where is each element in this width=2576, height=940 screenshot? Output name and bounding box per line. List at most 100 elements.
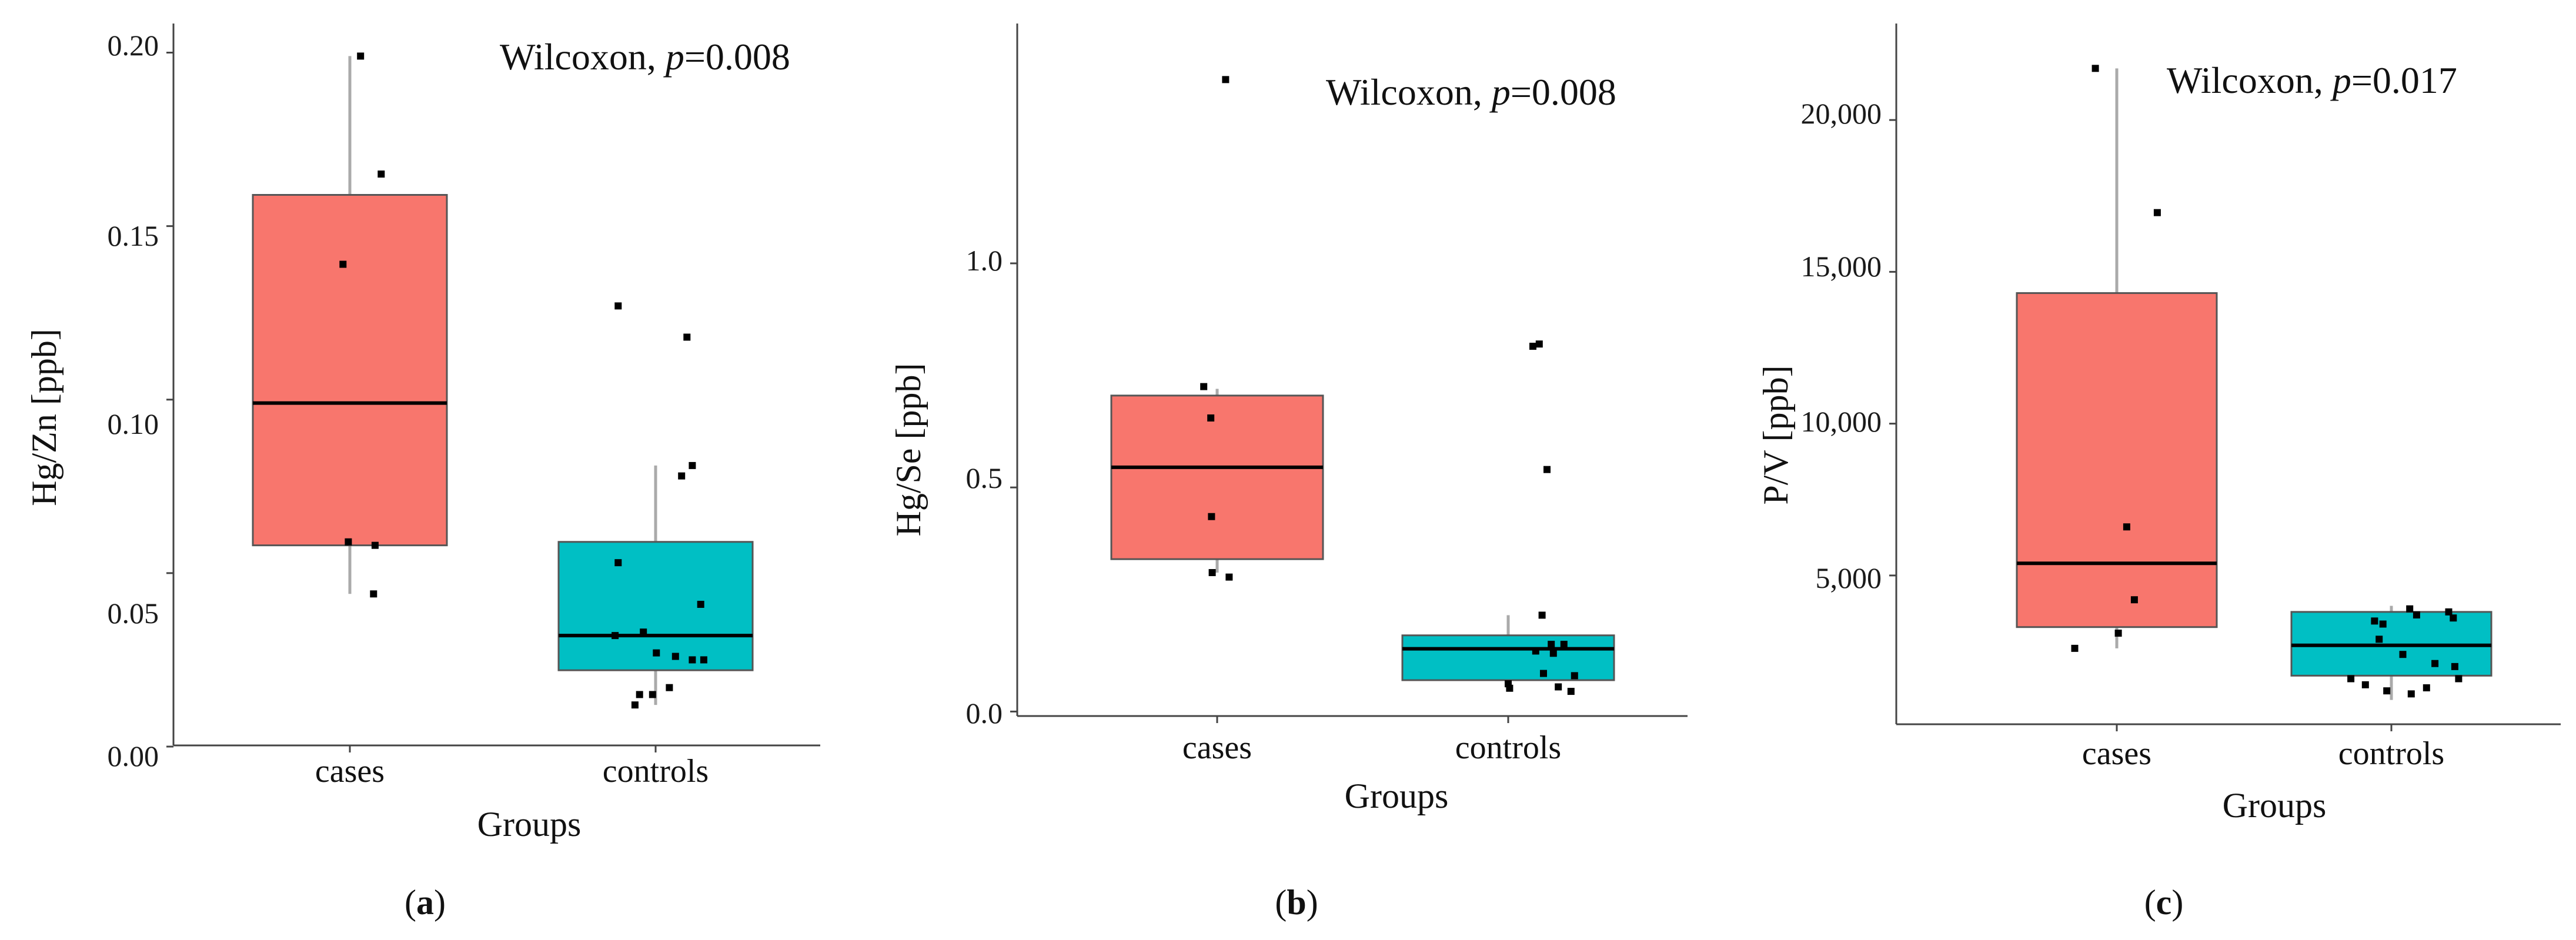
data-point	[678, 472, 686, 480]
data-point	[697, 601, 704, 608]
iqr-box	[1401, 634, 1615, 681]
x-axis-title: Groups	[477, 805, 582, 844]
wilcoxon-annotation: Wilcoxon, p=0.008	[1326, 71, 1616, 113]
y-tick-label: 0.15	[108, 219, 159, 252]
box-controls	[1401, 615, 1615, 692]
panel-b: 0.0 0.5 1.0 Hg/Se [ppb] cases controls G…	[889, 24, 1688, 922]
data-point	[1208, 569, 1216, 577]
data-point	[2347, 675, 2355, 683]
y-tick-label: 10,000	[1801, 405, 1882, 438]
y-tick-label: 0.00	[108, 740, 159, 772]
x-axis-title: Groups	[1345, 777, 1449, 815]
data-point	[653, 649, 660, 657]
wilcoxon-annotation: Wilcoxon, p=0.008	[500, 36, 790, 78]
y-tick-labels: 5,000 10,000 15,000 20,000	[1801, 97, 1882, 594]
data-point	[1571, 672, 1578, 680]
panel-caption: (a)	[405, 883, 446, 922]
y-tick-label: 20,000	[1801, 97, 1882, 130]
data-point	[2114, 630, 2122, 637]
box-controls	[2290, 606, 2493, 700]
data-point	[689, 656, 696, 664]
y-tick-labels: 0.0 0.5 1.0	[966, 244, 1003, 730]
box-cases	[1110, 389, 1324, 573]
data-point	[1225, 573, 1233, 581]
x-tick-label-controls: controls	[1455, 730, 1561, 766]
y-tick-label: 0.20	[108, 29, 159, 62]
data-point	[2451, 663, 2458, 670]
data-point	[2450, 614, 2457, 622]
data-point	[631, 701, 639, 709]
x-tick-label-controls: controls	[603, 753, 709, 790]
data-point	[1200, 383, 1208, 390]
data-point	[614, 559, 622, 567]
data-point	[2445, 608, 2453, 615]
data-point	[671, 653, 679, 660]
data-point	[2407, 690, 2415, 698]
data-point	[370, 590, 377, 598]
data-point	[1540, 670, 1547, 677]
data-point	[1549, 650, 1557, 657]
box-cases	[2016, 68, 2218, 648]
data-point	[2371, 617, 2378, 625]
panel-caption: (c)	[2144, 883, 2184, 922]
data-point	[1560, 641, 1568, 648]
y-axis-title: Hg/Se [ppb]	[889, 363, 928, 537]
y-tick-label: 0.5	[966, 461, 1003, 494]
data-point	[2399, 651, 2407, 658]
y-tick-label: 0.0	[966, 697, 1003, 730]
data-point	[2091, 65, 2099, 72]
data-point	[2071, 644, 2079, 652]
data-point	[640, 628, 647, 636]
data-point	[1529, 343, 1536, 350]
wilcoxon-annotation: Wilcoxon, p=0.017	[2167, 59, 2457, 101]
data-point	[2423, 684, 2430, 692]
y-tick-label: 1.0	[966, 244, 1003, 277]
data-point	[1207, 414, 1215, 422]
data-point	[1532, 647, 1539, 655]
data-points	[2071, 65, 2463, 698]
panel-a: 0.00 0.05 0.10 0.15 0.20 Hg/Zn [ppb] cas…	[25, 24, 820, 922]
data-point	[2130, 596, 2138, 604]
data-point	[1567, 688, 1575, 695]
data-point	[339, 260, 347, 268]
x-axis-title: Groups	[2223, 786, 2327, 825]
data-point	[371, 541, 379, 549]
y-tick-label: 0.05	[108, 597, 159, 630]
data-point	[1548, 641, 1555, 648]
panel-caption: (b)	[1275, 883, 1318, 922]
data-points	[1200, 76, 1578, 695]
data-point	[1538, 611, 1546, 619]
iqr-box	[2016, 292, 2218, 628]
data-point	[1543, 466, 1551, 473]
data-point	[377, 170, 385, 178]
data-point	[612, 632, 619, 640]
data-point	[2406, 605, 2414, 613]
iqr-box	[1110, 394, 1324, 560]
data-point	[689, 461, 696, 469]
data-point	[683, 333, 691, 341]
data-point	[614, 302, 622, 310]
y-tick-labels: 0.00 0.05 0.10 0.15 0.20	[108, 29, 159, 772]
data-point	[700, 656, 707, 664]
x-tick-label-controls: controls	[2338, 735, 2444, 772]
data-point	[2455, 675, 2463, 683]
box-cases	[252, 56, 448, 594]
data-point	[1208, 513, 1215, 520]
data-point	[1555, 683, 1562, 691]
x-tick-label-cases: cases	[1182, 730, 1252, 766]
data-point	[2383, 687, 2391, 695]
x-tick-label-cases: cases	[315, 753, 385, 790]
data-point	[2431, 660, 2439, 667]
iqr-box	[557, 541, 754, 671]
data-point	[2153, 209, 2161, 216]
panel-c: 5,000 10,000 15,000 20,000 P/V [ppb] cas…	[1756, 24, 2561, 922]
data-point	[345, 538, 352, 546]
box-controls	[557, 465, 754, 705]
data-point	[357, 52, 365, 60]
data-point	[2361, 681, 2369, 688]
data-point	[649, 691, 656, 698]
data-point	[2375, 635, 2383, 643]
data-points	[339, 52, 707, 709]
data-point	[2379, 620, 2387, 628]
